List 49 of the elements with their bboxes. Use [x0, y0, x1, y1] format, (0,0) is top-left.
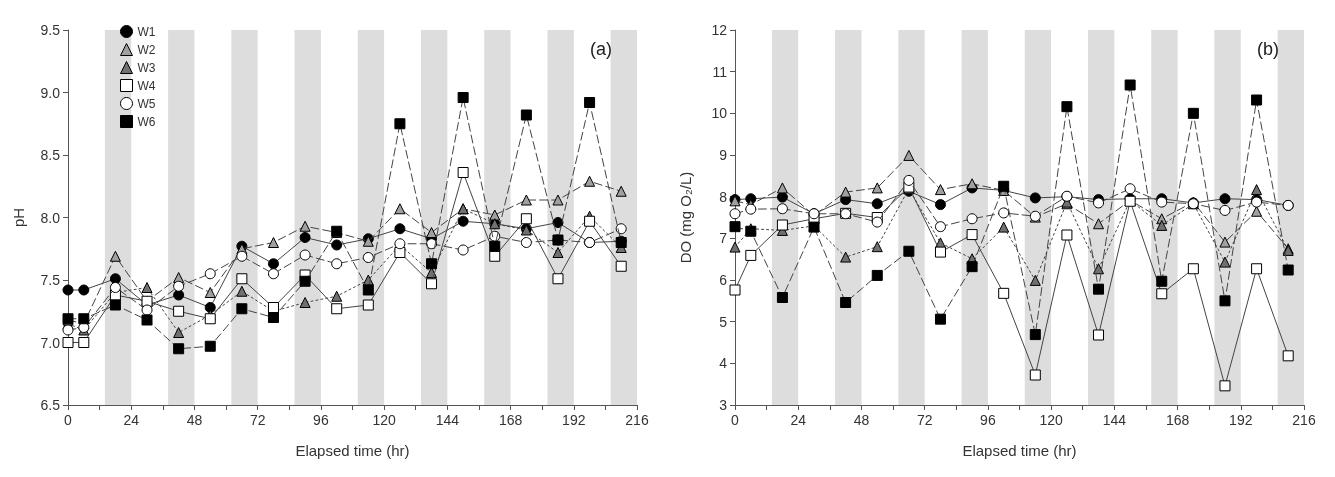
y-tick-label: 9.0 [40, 84, 61, 101]
y-tick-label: 7.0 [40, 334, 61, 351]
y-tick-label: 9.5 [40, 22, 61, 38]
y-tick-label: 7.5 [40, 272, 61, 288]
y-tick-label: 3 [719, 397, 728, 413]
legend-label: W4 [137, 78, 156, 93]
x-tick-label: 144 [435, 412, 460, 428]
x-tick-label: 48 [186, 412, 203, 428]
x-tick-label: 24 [123, 412, 140, 428]
x-axis-title: Elapsed time (hr) [295, 442, 410, 459]
y-tick-label: 11 [712, 63, 728, 80]
y-axis-title: DO (mg O₂/L) [677, 171, 694, 264]
y-axis-title: pH [10, 207, 27, 228]
x-tick-label: 120 [372, 412, 396, 428]
y-tick-label: 12 [711, 22, 728, 38]
x-tick-label: 168 [1165, 412, 1190, 428]
x-tick-label: 24 [790, 412, 807, 428]
x-tick-label: 216 [625, 412, 649, 428]
x-tick-label: 144 [1102, 412, 1127, 428]
y-tick-label: 7 [719, 230, 728, 247]
legend-label: W1 [137, 24, 156, 39]
y-tick-label: 5 [719, 313, 728, 330]
y-tick-label: 4 [719, 355, 728, 372]
annotation: (b) [1257, 39, 1279, 59]
x-tick-label: 96 [980, 412, 996, 428]
legend-label: W3 [137, 60, 156, 75]
x-tick-label: 192 [1229, 412, 1253, 428]
x-tick-label: 0 [731, 412, 740, 428]
x-tick-label: 72 [249, 412, 266, 428]
x-tick-label: 0 [64, 412, 73, 428]
y-tick-label: 9 [719, 147, 728, 163]
y-tick-label: 8 [719, 188, 728, 205]
y-tick-label: 8.0 [40, 209, 61, 226]
x-axis-title: Elapsed time (hr) [962, 442, 1077, 459]
x-tick-label: 72 [916, 412, 933, 428]
annotation: (a) [590, 39, 612, 59]
x-tick-label: 120 [1039, 412, 1063, 428]
y-tick-label: 6.5 [40, 397, 61, 413]
x-tick-label: 96 [313, 412, 329, 428]
y-tick-label: 8.5 [40, 147, 61, 163]
x-tick-label: 192 [562, 412, 586, 428]
y-tick-label: 6 [719, 272, 728, 288]
legend-label: W6 [137, 114, 156, 129]
x-tick-label: 168 [498, 412, 523, 428]
x-tick-label: 48 [853, 412, 870, 428]
legend-label: W5 [137, 96, 156, 111]
x-tick-label: 216 [1292, 412, 1316, 428]
legend-label: W2 [137, 42, 156, 57]
y-tick-label: 10 [711, 105, 728, 122]
